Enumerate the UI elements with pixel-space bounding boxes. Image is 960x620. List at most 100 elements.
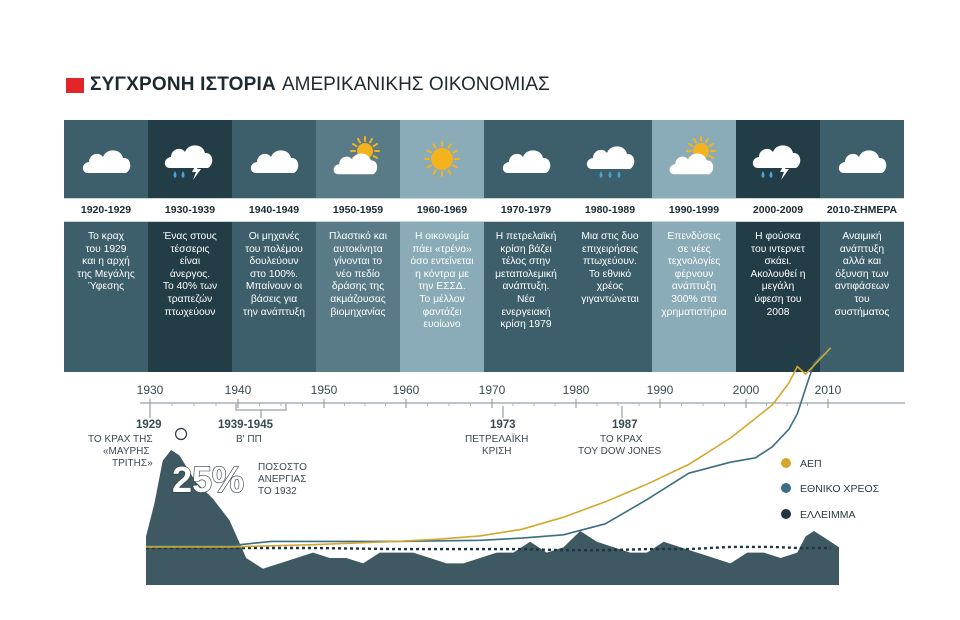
decade-icon-area bbox=[232, 120, 316, 198]
legend-gdp-swatch bbox=[781, 458, 791, 468]
decade-description-line: δουλεύουν bbox=[249, 256, 299, 268]
annotation-1929-year: 1929 bbox=[136, 419, 162, 431]
decade-description-line: τραπεζών bbox=[167, 293, 213, 305]
decade-description-line: Ακολουθεί η bbox=[750, 268, 806, 280]
decade-description-line: ανάπτυξη bbox=[839, 243, 885, 255]
decade-description-line: είναι bbox=[179, 256, 201, 268]
unemployment-peak-marker bbox=[174, 427, 188, 441]
annotation-1973-line1: ΠΕΤΡΕΛΑΪΚΗ bbox=[465, 433, 528, 445]
decade-description-line: ύφεση του bbox=[754, 293, 802, 305]
x-axis-tick-label: 1930 bbox=[137, 383, 164, 397]
decade-description-line: του bbox=[854, 293, 870, 305]
decade-description: Η φούσκα του ιντερνετ σκάει. Ακολουθεί η μεγ… bbox=[736, 222, 820, 319]
decade-description-line: δράσης της bbox=[331, 281, 385, 293]
decade-description-line: ακμάζουσας bbox=[330, 293, 386, 305]
decade-description: Επενδύσεις σε νέες τεχνολογίες φέρνουν ανάπτ… bbox=[652, 222, 736, 319]
legend-deficit-label: ΕΛΛΕΙΜΜΑ bbox=[800, 509, 855, 521]
ww2-bracket bbox=[235, 404, 287, 411]
decade-description: Η οικονομία πάει «τρένο» όσο εντείνεται η κ… bbox=[400, 222, 484, 332]
decade-icon-area bbox=[484, 120, 568, 198]
decade-panels: 1920-1929 Το κραχ του 1929 και η αρχή της Με… bbox=[64, 120, 904, 372]
x-axis-tick-label: 1990 bbox=[647, 383, 674, 397]
cloud-icon bbox=[502, 150, 551, 173]
decade-description-line: Ύφεσης bbox=[87, 281, 125, 293]
decade-icon-area bbox=[568, 120, 652, 198]
annotation-1929-line1: ΤΟ ΚΡΑΧ ΤΗΣ bbox=[88, 434, 153, 445]
x-axis-tick-label: 1960 bbox=[393, 383, 420, 397]
decade-label: 1960-1969 bbox=[400, 198, 484, 222]
decade-label: 1920-1929 bbox=[64, 198, 148, 222]
decade-description-line: Μπαίνουν οι bbox=[245, 281, 303, 293]
title-bold-text: ΣΥΓΧΡΟΝΗ ΙΣΤΟΡΙΑ bbox=[90, 74, 276, 95]
decade-description-line: όξυνση των bbox=[835, 268, 889, 280]
decade-description-line: Αναιμική bbox=[842, 231, 882, 242]
x-axis-tick-label: 2000 bbox=[733, 383, 760, 397]
decade-description-line: χρηματιστήρια bbox=[661, 306, 727, 318]
decade-description-line: Το 40% των bbox=[162, 281, 218, 293]
x-axis-tick-label: 1950 bbox=[311, 383, 338, 397]
decade-panel: 1950-1959 Πλαστικό και αυτοκίνητα γίνονται … bbox=[316, 120, 400, 372]
decade-panel: 1940-1949 Οι μηχανές του πολέμου δουλεύουν σ… bbox=[232, 120, 316, 372]
cloud-icon bbox=[82, 150, 131, 173]
decade-description-line: βάσεις για bbox=[250, 293, 298, 305]
decade-description-line: γίνονται το bbox=[333, 256, 383, 268]
decade-description-line: και η αρχή bbox=[82, 256, 130, 268]
decade-description: Αναιμική ανάπτυξη αλλά και όξυνση των αντιφά… bbox=[820, 222, 904, 319]
decade-panel: 1970-1979 Η πετρελαϊκή κρίση βάζει τέλος στ… bbox=[484, 120, 568, 372]
cloud-icon bbox=[250, 150, 299, 173]
decade-description-line: Ένας στους bbox=[163, 231, 217, 242]
decade-description: Οι μηχανές του πολέμου δουλεύουν στο 100%. Μ… bbox=[232, 222, 316, 319]
decade-description-line: τέλος στην bbox=[501, 256, 551, 268]
decade-panel: 2000-2009 Η φούσκα του ιντερνετ σκάει. Ακολο… bbox=[736, 120, 820, 372]
unemployment-caption-line3: ΤΟ 1932 bbox=[258, 486, 297, 497]
decade-description-line: Μια στις δυο bbox=[581, 231, 639, 242]
decade-description-line: 300% στα bbox=[671, 293, 717, 305]
decade-description: Πλαστικό και αυτοκίνητα γίνονται το νέο πεδ… bbox=[316, 222, 400, 319]
decade-description-line: Επενδύσεις bbox=[667, 231, 721, 242]
series-lines-layer bbox=[146, 347, 832, 552]
decade-label: 1930-1939 bbox=[148, 198, 232, 222]
decade-icon-area bbox=[148, 120, 232, 198]
x-axis-tick-label: 1970 bbox=[479, 383, 506, 397]
decade-description-line: φέρνουν bbox=[674, 268, 714, 280]
rain-icon bbox=[586, 146, 635, 178]
decade-description-line: τέσσερις bbox=[170, 243, 210, 255]
storm-icon bbox=[164, 145, 213, 180]
decade-icon-area bbox=[400, 120, 484, 198]
unemployment-caption-line1: ΠΟΣΟΣΤΟ bbox=[258, 462, 307, 473]
decade-description-line: ευοίωνο bbox=[423, 319, 461, 331]
unemployment-caption-line2: ΑΝΕΡΓΙΑΣ bbox=[258, 474, 306, 485]
decade-label: 1980-1989 bbox=[568, 198, 652, 222]
sun-cloud-icon bbox=[669, 136, 716, 175]
decade-description-line: επιχειρήσεις bbox=[581, 243, 639, 255]
decade-description-line: Το εθνικό bbox=[588, 268, 632, 280]
decade-description-line: φαντάζει bbox=[422, 306, 462, 318]
decade-icon-area bbox=[736, 120, 820, 198]
decade-description-line: την ανάπτυξη bbox=[243, 306, 305, 318]
decade-description-line: κρίση βάζει bbox=[500, 243, 552, 255]
decade-description-line: του ιντερνετ bbox=[751, 243, 805, 255]
decade-description-line: Το μέλλον bbox=[419, 293, 465, 305]
decade-label: 1950-1959 bbox=[316, 198, 400, 222]
decade-icon-area bbox=[316, 120, 400, 198]
decade-description-line: την ΕΣΣΔ. bbox=[418, 281, 466, 293]
decade-description-line: Πλαστικό και bbox=[329, 231, 387, 242]
decade-description-line: του 1929 bbox=[85, 243, 127, 255]
decade-description-line: Το κραχ bbox=[87, 231, 125, 242]
x-axis-tick-label: 1940 bbox=[225, 383, 252, 397]
storm-icon bbox=[752, 145, 801, 180]
decade-description-line: μεταπολεμική bbox=[495, 268, 557, 280]
sun-icon bbox=[424, 141, 460, 177]
decade-description-line: ανάπτυξη. bbox=[502, 281, 550, 293]
decade-description-line: ανάπτυξη bbox=[671, 281, 717, 293]
decade-description-line: κρίση 1979 bbox=[500, 319, 552, 331]
annotations-layer: 1929 ΤΟ ΚΡΑΧ ΤΗΣ «ΜΑΥΡΗΣ ΤΡΙΤΗΣ» 1939-19… bbox=[88, 419, 662, 501]
decade-description: Ένας στους τέσσερις είναι άνεργος. Το 40% τ… bbox=[148, 222, 232, 319]
x-axis-tick-label: 2010 bbox=[815, 383, 842, 397]
annotation-1973-year: 1973 bbox=[490, 419, 516, 431]
annotation-1987-year: 1987 bbox=[612, 419, 638, 431]
decade-description-line: γιγαντώνεται bbox=[581, 293, 639, 305]
legend-debt-swatch bbox=[781, 483, 791, 493]
national-debt-line bbox=[146, 353, 831, 547]
decade-description-line: αυτοκίνητα bbox=[333, 243, 383, 255]
